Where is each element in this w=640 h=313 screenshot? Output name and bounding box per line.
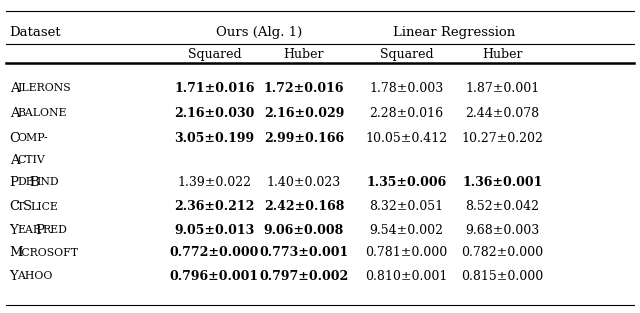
Text: 0.782±0.000: 0.782±0.000 <box>461 246 543 259</box>
Text: EAR: EAR <box>17 225 41 235</box>
Text: Huber: Huber <box>284 48 324 61</box>
Text: 0.773±0.001: 0.773±0.001 <box>259 246 349 259</box>
Text: LICE: LICE <box>30 202 58 212</box>
Text: 1.35±0.006: 1.35±0.006 <box>366 176 447 189</box>
Text: P: P <box>35 223 44 237</box>
Text: 1.39±0.022: 1.39±0.022 <box>177 176 252 189</box>
Text: Linear Regression: Linear Regression <box>393 26 516 39</box>
Text: 2.36±0.212: 2.36±0.212 <box>174 200 255 213</box>
Text: Squared: Squared <box>188 48 241 61</box>
Text: 0.796±0.001: 0.796±0.001 <box>170 269 259 283</box>
Text: Squared: Squared <box>380 48 433 61</box>
Text: BALONE: BALONE <box>17 108 67 118</box>
Text: 9.06±0.008: 9.06±0.008 <box>264 223 344 237</box>
Text: Huber: Huber <box>482 48 523 61</box>
Text: B: B <box>29 176 39 189</box>
Text: S: S <box>23 200 32 213</box>
Text: Dataset: Dataset <box>10 26 61 39</box>
Text: OMP-: OMP- <box>17 133 47 143</box>
Text: T: T <box>17 202 24 212</box>
Text: 0.772±0.000: 0.772±0.000 <box>170 246 259 259</box>
Text: 1.40±0.023: 1.40±0.023 <box>267 176 341 189</box>
Text: 0.810±0.001: 0.810±0.001 <box>365 269 447 283</box>
Text: 9.05±0.013: 9.05±0.013 <box>174 223 255 237</box>
Text: RED: RED <box>42 225 67 235</box>
Text: 2.16±0.030: 2.16±0.030 <box>174 107 255 120</box>
Text: C: C <box>10 200 20 213</box>
Text: 10.27±0.202: 10.27±0.202 <box>461 132 543 145</box>
Text: 1.36±0.001: 1.36±0.001 <box>462 176 543 189</box>
Text: 9.68±0.003: 9.68±0.003 <box>465 223 540 237</box>
Text: 2.99±0.166: 2.99±0.166 <box>264 132 344 145</box>
Text: 0.797±0.002: 0.797±0.002 <box>259 269 349 283</box>
Text: A: A <box>10 154 19 167</box>
Text: 1.78±0.003: 1.78±0.003 <box>369 82 444 95</box>
Text: 2.42±0.168: 2.42±0.168 <box>264 200 344 213</box>
Text: 2.16±0.029: 2.16±0.029 <box>264 107 344 120</box>
Text: CTIV: CTIV <box>17 155 45 165</box>
Text: DB: DB <box>17 177 33 187</box>
Text: C: C <box>10 132 20 145</box>
Text: 1.87±0.001: 1.87±0.001 <box>465 82 540 95</box>
Text: IND: IND <box>36 177 59 187</box>
Text: A: A <box>10 107 19 120</box>
Text: Y: Y <box>10 269 19 283</box>
Text: 8.52±0.042: 8.52±0.042 <box>465 200 540 213</box>
Text: Y: Y <box>10 223 19 237</box>
Text: 10.05±0.412: 10.05±0.412 <box>365 132 447 145</box>
Text: M: M <box>10 246 23 259</box>
Text: 1.72±0.016: 1.72±0.016 <box>264 82 344 95</box>
Text: A: A <box>10 82 19 95</box>
Text: P: P <box>10 176 19 189</box>
Text: 2.44±0.078: 2.44±0.078 <box>465 107 540 120</box>
Text: 1.71±0.016: 1.71±0.016 <box>174 82 255 95</box>
Text: 2.28±0.016: 2.28±0.016 <box>369 107 444 120</box>
Text: 3.05±0.199: 3.05±0.199 <box>174 132 255 145</box>
Text: Ours (Alg. 1): Ours (Alg. 1) <box>216 26 302 39</box>
Text: ICROSOFT: ICROSOFT <box>17 248 78 258</box>
Text: 8.32±0.051: 8.32±0.051 <box>369 200 444 213</box>
Text: ILERONS: ILERONS <box>17 83 70 93</box>
Text: AHOO: AHOO <box>17 271 52 281</box>
Text: 0.781±0.000: 0.781±0.000 <box>365 246 447 259</box>
Text: 9.54±0.002: 9.54±0.002 <box>369 223 444 237</box>
Text: 0.815±0.000: 0.815±0.000 <box>461 269 543 283</box>
